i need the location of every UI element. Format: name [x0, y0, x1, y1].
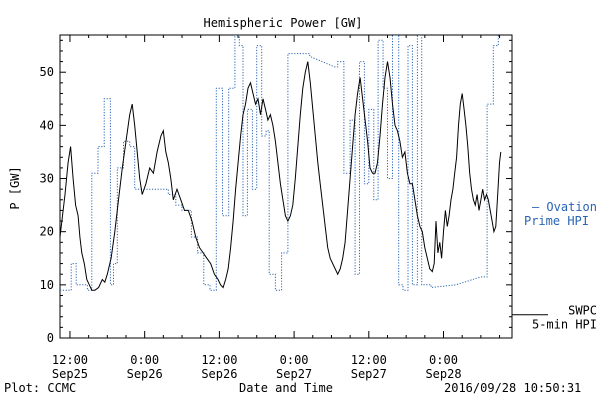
y-axis-label: P [GW]	[8, 166, 22, 209]
y-tick-label: 10	[40, 278, 54, 292]
chart-title: Hemispheric Power [GW]	[204, 16, 363, 30]
swpc-legend-label-2: 5-min HPI	[532, 318, 597, 332]
plot-timestamp: 2016/09/28 10:50:31	[444, 381, 581, 395]
x-tick-label-date: Sep27	[276, 367, 312, 381]
x-tick-label-time: 0:00	[280, 353, 309, 367]
ovation-legend-label: — Ovation	[532, 200, 597, 214]
y-tick-label: 0	[47, 331, 54, 345]
ovation-prime-series-line	[60, 35, 499, 291]
x-axis-label: Date and Time	[239, 381, 333, 395]
x-tick-label-time: 0:00	[130, 353, 159, 367]
x-tick-label-date: Sep26	[127, 367, 163, 381]
plot-frame	[59, 34, 513, 339]
x-tick-label-time: 12:00	[201, 353, 237, 367]
plot-area: 0102030405012:00Sep250:00Sep2612:00Sep26…	[40, 34, 597, 381]
x-tick-label-date: Sep26	[201, 367, 237, 381]
swpc-series-line	[60, 61, 502, 291]
swpc-legend-label: SWPC	[568, 304, 597, 318]
y-tick-label: 40	[40, 118, 54, 132]
ovation-legend-label-2: Prime HPI	[524, 214, 589, 228]
x-tick-label-date: Sep25	[52, 367, 88, 381]
y-tick-label: 30	[40, 172, 54, 186]
x-tick-label-date: Sep28	[425, 367, 461, 381]
y-tick-label: 50	[40, 65, 54, 79]
x-tick-label-time: 12:00	[351, 353, 387, 367]
plot-credit: Plot: CCMC	[4, 381, 76, 395]
x-tick-label-date: Sep27	[351, 367, 387, 381]
x-tick-label-time: 12:00	[52, 353, 88, 367]
x-tick-label-time: 0:00	[429, 353, 458, 367]
y-tick-label: 20	[40, 225, 54, 239]
